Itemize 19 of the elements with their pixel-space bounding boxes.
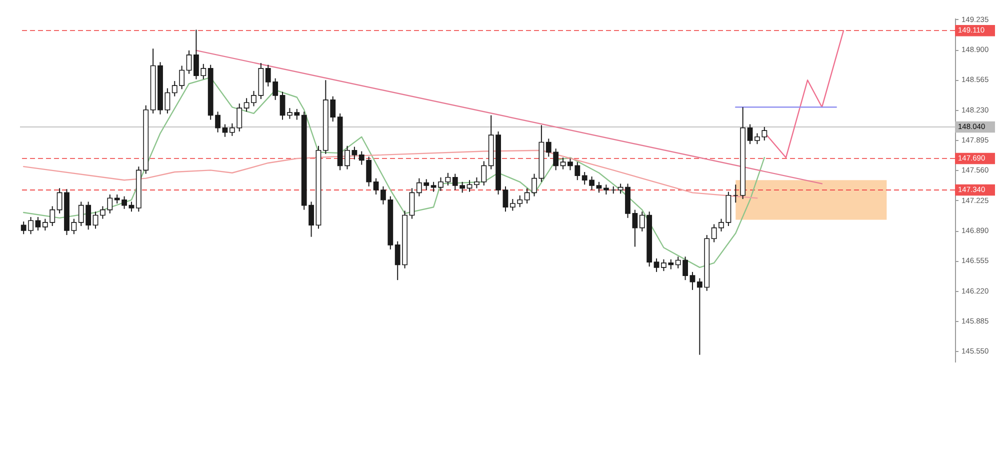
candlestick	[596, 181, 602, 194]
candlestick	[186, 50, 192, 74]
candlestick	[35, 216, 41, 232]
candlestick	[466, 180, 472, 192]
candlestick	[222, 124, 228, 138]
candlestick	[128, 201, 134, 212]
candlestick	[502, 186, 508, 212]
line-series	[22, 150, 758, 199]
candlestick	[560, 157, 566, 170]
line-series	[22, 76, 766, 268]
candlestick	[654, 258, 660, 272]
candlestick	[409, 188, 415, 220]
candlestick	[92, 211, 98, 230]
candlestick	[732, 184, 738, 204]
candlestick	[603, 184, 609, 196]
candlestick	[747, 124, 753, 145]
candlestick	[690, 271, 696, 290]
candlestick	[373, 178, 379, 196]
candlestick	[280, 91, 286, 120]
